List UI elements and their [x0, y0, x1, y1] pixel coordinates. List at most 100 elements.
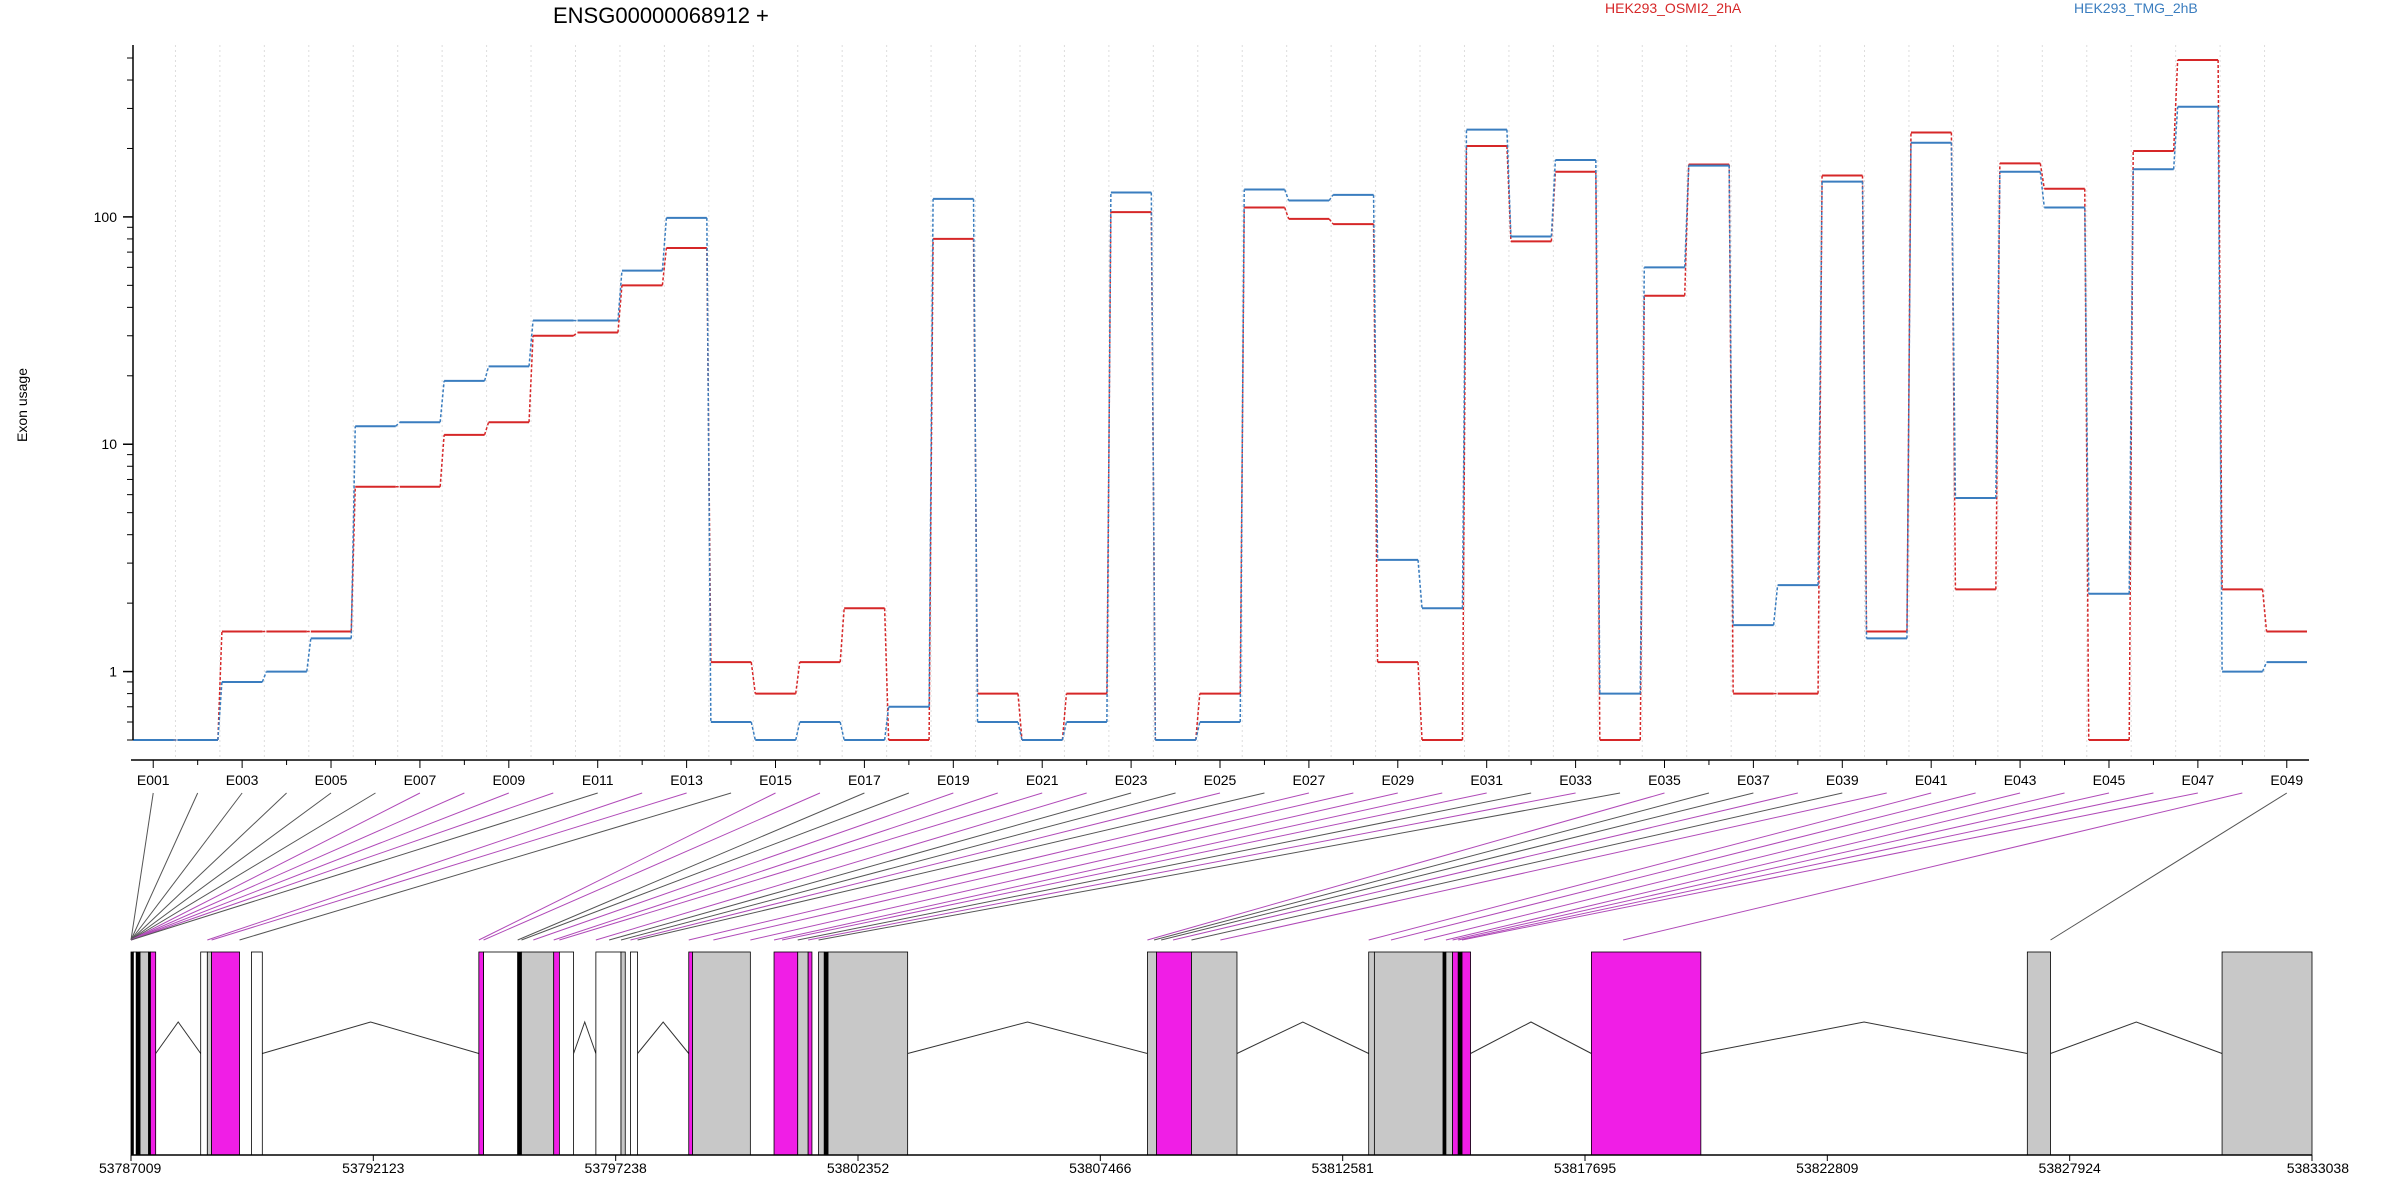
series-osmi2-connector: [528, 335, 534, 423]
series-osmi2-connector: [1372, 224, 1379, 663]
y-axis-label: Exon usage: [14, 368, 30, 442]
exon-connector: [818, 792, 1621, 941]
exon-connector: [207, 792, 643, 941]
exon-box: [553, 951, 560, 1156]
exon-box: [1457, 951, 1463, 1156]
exon-connector: [2050, 792, 2288, 941]
x-tick-label: E049: [2270, 772, 2303, 788]
series-osmi2-connector: [1017, 693, 1023, 741]
x-tick-label: E037: [1737, 772, 1770, 788]
exon-box: [797, 951, 809, 1156]
intron-line: [2050, 1021, 2223, 1054]
exon-connector: [130, 792, 598, 941]
series-tmg-connector: [1106, 192, 1112, 723]
exon-box: [133, 951, 137, 1156]
series-tmg-connector: [1017, 721, 1023, 741]
exon-connector: [521, 792, 910, 941]
x-tick-label: E029: [1381, 772, 1414, 788]
exon-box: [521, 951, 555, 1156]
exon-connector: [773, 792, 1443, 941]
intron-line: [907, 1021, 1148, 1054]
series-osmi2-connector: [750, 662, 757, 694]
series-tmg-connector: [350, 426, 356, 639]
axes: 1 10 100 E001 E003 E005 E007 E009 E011 E013 E015 E0…: [94, 45, 2309, 788]
series-tmg-connector: [661, 217, 668, 271]
exon-connector: [1452, 792, 2110, 941]
legend-label-tmg: HEK293_TMG_2hB: [2074, 0, 2198, 16]
legend-label-osmi2: HEK293_OSMI2_2hA: [1605, 0, 1742, 16]
exon-connector: [239, 792, 732, 941]
exon-box: [2221, 951, 2313, 1156]
exon-connector: [130, 792, 554, 941]
exon-connector: [130, 792, 287, 941]
series-osmi2-connector: [217, 631, 223, 741]
exon-connector: [130, 792, 465, 941]
exon-connector: [1390, 792, 1976, 941]
exon-connector: [130, 792, 376, 941]
exon-box: [692, 951, 751, 1156]
x-tick-label: E035: [1648, 772, 1681, 788]
exon-box: [595, 951, 622, 1156]
series-tmg-connector: [2084, 207, 2090, 594]
exon-connector: [553, 792, 998, 941]
exon-grid-lines: [174, 45, 2266, 760]
exon-usage-series: [133, 58, 2307, 741]
gene-model: 53787009 53792123 53797238 53802352 53807466…: [99, 951, 2349, 1176]
exon-box: [688, 951, 693, 1156]
exon-box: [478, 951, 484, 1156]
exon-box: [1442, 951, 1447, 1156]
exon-connector: [1445, 792, 2065, 941]
series-osmi2-connector: [794, 662, 801, 694]
series-osmi2-connector: [2261, 589, 2268, 632]
series-tmg-connector: [1372, 194, 1379, 560]
exon-box: [1461, 951, 1471, 1156]
series-osmi2-connector: [1061, 693, 1068, 741]
intron-line: [573, 1020, 597, 1054]
intron-line: [1700, 1021, 2028, 1054]
exon-connector: [609, 792, 1132, 941]
series-osmi2-connector: [350, 486, 356, 632]
exon-box: [139, 951, 149, 1156]
series-tmg-connector: [883, 706, 890, 741]
x-tick-label: E007: [404, 772, 437, 788]
series-osmi2-connector: [483, 421, 490, 436]
series-tmg-connector: [1506, 129, 1512, 237]
exon-connector: [1153, 792, 1710, 941]
exon-box: [2026, 951, 2051, 1156]
series-tmg-connector: [1417, 559, 1423, 609]
series-osmi2-connector: [1195, 693, 1201, 741]
exon-box: [807, 951, 813, 1156]
series-tmg-connector: [439, 380, 445, 423]
series-tmg-connector: [1239, 189, 1245, 723]
exon-connector: [808, 792, 1576, 941]
exon-box: [211, 951, 240, 1156]
exon-connector: [750, 792, 1398, 941]
series-osmi2-connector: [839, 608, 845, 663]
series-osmi2-connector: [1417, 662, 1423, 741]
series-osmi2-connector: [1283, 207, 1290, 220]
series-tmg-connector: [1950, 142, 1957, 499]
exon-connector: [559, 792, 1043, 941]
exon-box: [1147, 951, 1157, 1156]
series-tmg-connector: [1061, 721, 1068, 741]
gene-axis-label: 53822809: [1796, 1160, 1859, 1176]
exon-connector: [1191, 792, 1843, 941]
gene-axis-label: 53787009: [99, 1160, 162, 1176]
x-tick-label: E021: [1026, 772, 1059, 788]
exon-connector: [797, 792, 1532, 941]
series-tmg-connector: [1328, 194, 1334, 201]
series-tmg-connector: [1995, 171, 2001, 499]
exon-connector-lines: [130, 792, 2288, 941]
exon-box: [827, 951, 909, 1156]
series-osmi2-connector: [883, 608, 890, 741]
exon-connector: [130, 792, 332, 941]
series-tmg-connector: [750, 721, 757, 741]
series-tmg-connector: [1595, 159, 1601, 694]
series-osmi2-connector: [661, 247, 668, 286]
x-tick-label: E015: [759, 772, 792, 788]
x-tick-label: E003: [226, 772, 259, 788]
y-tick-label: 10: [101, 436, 117, 452]
intron-line: [262, 1021, 479, 1054]
exon-box: [1368, 951, 1375, 1156]
series-osmi2-connector: [1328, 218, 1334, 225]
